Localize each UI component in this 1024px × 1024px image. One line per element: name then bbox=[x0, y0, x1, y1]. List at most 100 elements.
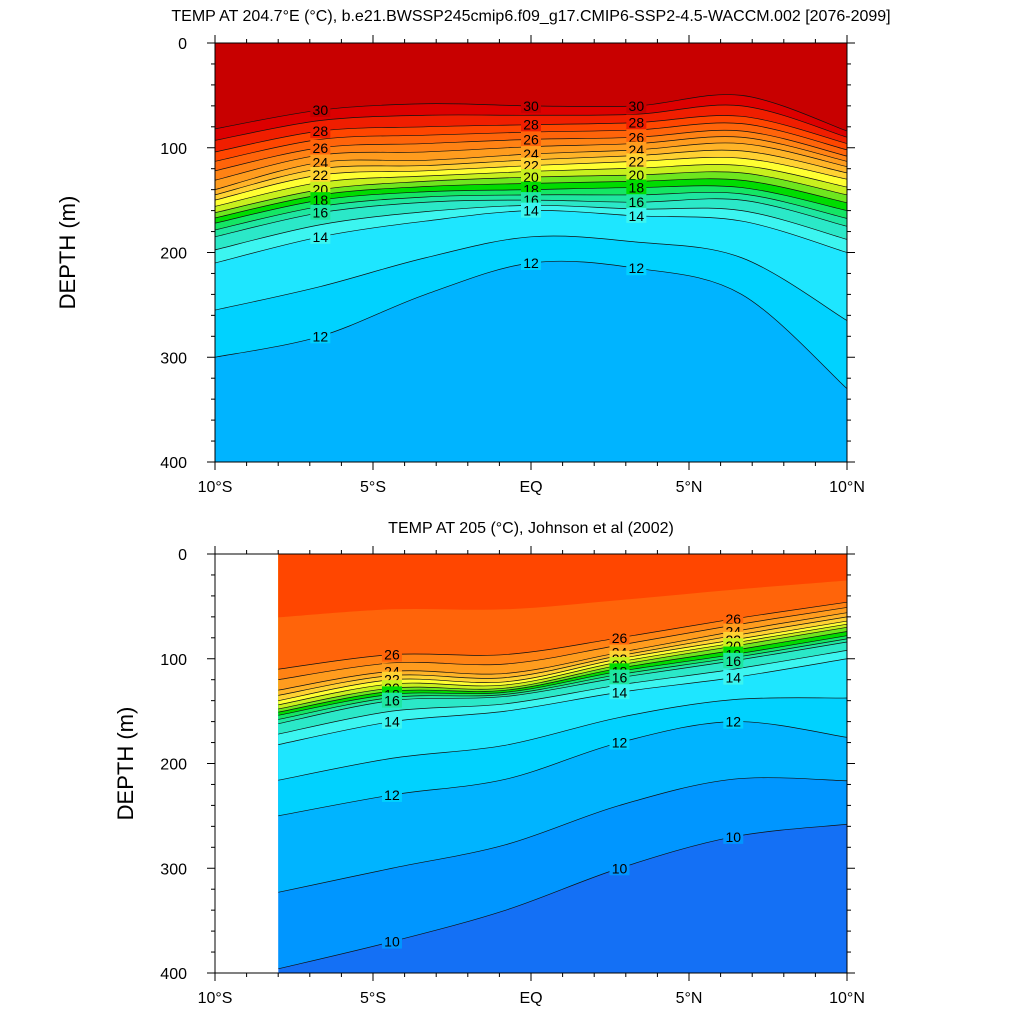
contour-label-12: 12 bbox=[725, 714, 741, 730]
contour-label-12: 12 bbox=[313, 328, 329, 344]
y-axis-label: DEPTH (m) bbox=[55, 196, 80, 310]
x-tick-label: EQ bbox=[519, 990, 542, 1007]
x-tick-label: 5°N bbox=[676, 990, 703, 1007]
y-tick-label: 300 bbox=[160, 861, 187, 878]
panel-2: 2626262424242222222020201818181616161414… bbox=[113, 520, 865, 1007]
contour-label-14: 14 bbox=[523, 203, 539, 219]
contour-label-bg bbox=[723, 713, 744, 729]
contour-label-bg bbox=[626, 129, 647, 145]
y-tick-label: 100 bbox=[160, 141, 187, 158]
contour-label-bg bbox=[310, 228, 331, 244]
contour-label-22: 22 bbox=[629, 153, 645, 169]
contour-label-24: 24 bbox=[313, 154, 329, 170]
contour-label-30: 30 bbox=[313, 102, 329, 118]
contour-label-10: 10 bbox=[725, 829, 741, 845]
contour-label-30: 30 bbox=[523, 98, 539, 114]
contour-label-10: 10 bbox=[612, 860, 628, 876]
contour-label-12: 12 bbox=[384, 787, 400, 803]
contour-label-bg bbox=[626, 166, 647, 182]
contour-label-bg bbox=[381, 933, 402, 949]
contour-line-14 bbox=[278, 658, 847, 745]
y-axis: 0 100 200 300 400 bbox=[160, 36, 855, 472]
y-tick-label: 400 bbox=[160, 966, 187, 983]
contour-line-11 bbox=[278, 777, 847, 893]
contour-line-12 bbox=[278, 721, 847, 817]
y-axis: 0 100 200 300 400 bbox=[160, 547, 855, 983]
x-tick-label: 10°S bbox=[198, 479, 233, 496]
contour-label-26: 26 bbox=[629, 129, 645, 145]
contour-label-bg bbox=[626, 194, 647, 210]
contour-label-20: 20 bbox=[629, 167, 645, 183]
contour-line-24 bbox=[278, 612, 847, 691]
y-tick-label: 200 bbox=[160, 757, 187, 774]
contour-label-bg bbox=[626, 141, 647, 157]
chart-title: TEMP AT 204.7°E (°C), b.e21.BWSSP245cmip… bbox=[171, 8, 890, 25]
contour-label-bg bbox=[609, 629, 630, 645]
contour-label-bg bbox=[521, 146, 541, 162]
contour-label-bg bbox=[626, 179, 647, 195]
x-tick-label: 5°S bbox=[360, 990, 386, 1007]
contour-label-bg bbox=[381, 646, 402, 662]
contour-line-20 bbox=[278, 626, 847, 710]
contour-label-bg bbox=[626, 153, 647, 169]
contour-label-bg bbox=[609, 860, 630, 876]
contour-label-12: 12 bbox=[612, 735, 628, 751]
contour-line-29 bbox=[215, 104, 847, 141]
contour-label-bg bbox=[310, 328, 331, 344]
contour-label-bg bbox=[609, 684, 630, 700]
contour-label-bg bbox=[310, 122, 331, 138]
contour-label-20: 20 bbox=[523, 169, 539, 185]
contour-label-bg bbox=[723, 669, 744, 685]
contour-label-bg bbox=[521, 169, 541, 185]
contour-label-bg bbox=[381, 713, 402, 729]
contour-line-17 bbox=[278, 638, 847, 720]
x-tick-label: 10°N bbox=[829, 990, 865, 1007]
contour-label-bg bbox=[521, 97, 541, 113]
contour-line-26 bbox=[278, 601, 847, 670]
x-tick-label: 5°S bbox=[360, 479, 386, 496]
contour-label-bg bbox=[310, 204, 331, 220]
contour-label-30: 30 bbox=[629, 98, 645, 114]
contour-label-bg bbox=[521, 116, 541, 132]
contour-label-bg bbox=[381, 692, 402, 708]
y-tick-label: 100 bbox=[160, 652, 187, 669]
contour-label-14: 14 bbox=[725, 670, 741, 686]
contour-line-16 bbox=[278, 641, 847, 725]
contour-lines bbox=[278, 601, 847, 970]
contour-label-bg bbox=[521, 202, 541, 218]
contour-label-16: 16 bbox=[313, 205, 329, 221]
contour-label-bg bbox=[310, 166, 331, 182]
x-axis: 10°S 5°S EQ 5°N 10°N bbox=[198, 35, 865, 496]
contour-label-bg bbox=[626, 97, 647, 113]
contour-line-10 bbox=[278, 823, 847, 970]
contour-label-14: 14 bbox=[313, 229, 329, 245]
contour-line-15 bbox=[278, 650, 847, 735]
y-tick-label: 300 bbox=[160, 350, 187, 367]
contour-line-13 bbox=[215, 235, 847, 321]
contour-label-bg bbox=[723, 828, 744, 844]
contour-label-14: 14 bbox=[629, 208, 645, 224]
contour-label-bg bbox=[609, 669, 630, 685]
y-axis-label: DEPTH (m) bbox=[113, 707, 138, 821]
contour-label-18: 18 bbox=[629, 180, 645, 196]
contour-label-bg bbox=[609, 734, 630, 750]
contour-label-26: 26 bbox=[612, 630, 628, 646]
chart-title: TEMP AT 205 (°C), Johnson et al (2002) bbox=[388, 520, 674, 537]
y-tick-label: 0 bbox=[178, 547, 187, 564]
y-tick-label: 400 bbox=[160, 455, 187, 472]
contour-line-21 bbox=[278, 623, 847, 706]
contour-label-28: 28 bbox=[313, 123, 329, 139]
contour-labels: 2626262424242222222020201818181616161414… bbox=[381, 610, 744, 950]
contour-line-19 bbox=[278, 631, 847, 713]
contour-label-bg bbox=[381, 786, 402, 802]
x-tick-label: EQ bbox=[519, 479, 542, 496]
contour-label-bg bbox=[310, 139, 331, 155]
contour-label-26: 26 bbox=[313, 140, 329, 156]
x-tick-label: 10°S bbox=[198, 990, 233, 1007]
contour-label-16: 16 bbox=[612, 670, 628, 686]
contour-label-28: 28 bbox=[629, 115, 645, 131]
y-tick-label: 200 bbox=[160, 246, 187, 263]
contour-label-bg bbox=[626, 260, 647, 276]
contour-label-bg bbox=[521, 254, 541, 270]
